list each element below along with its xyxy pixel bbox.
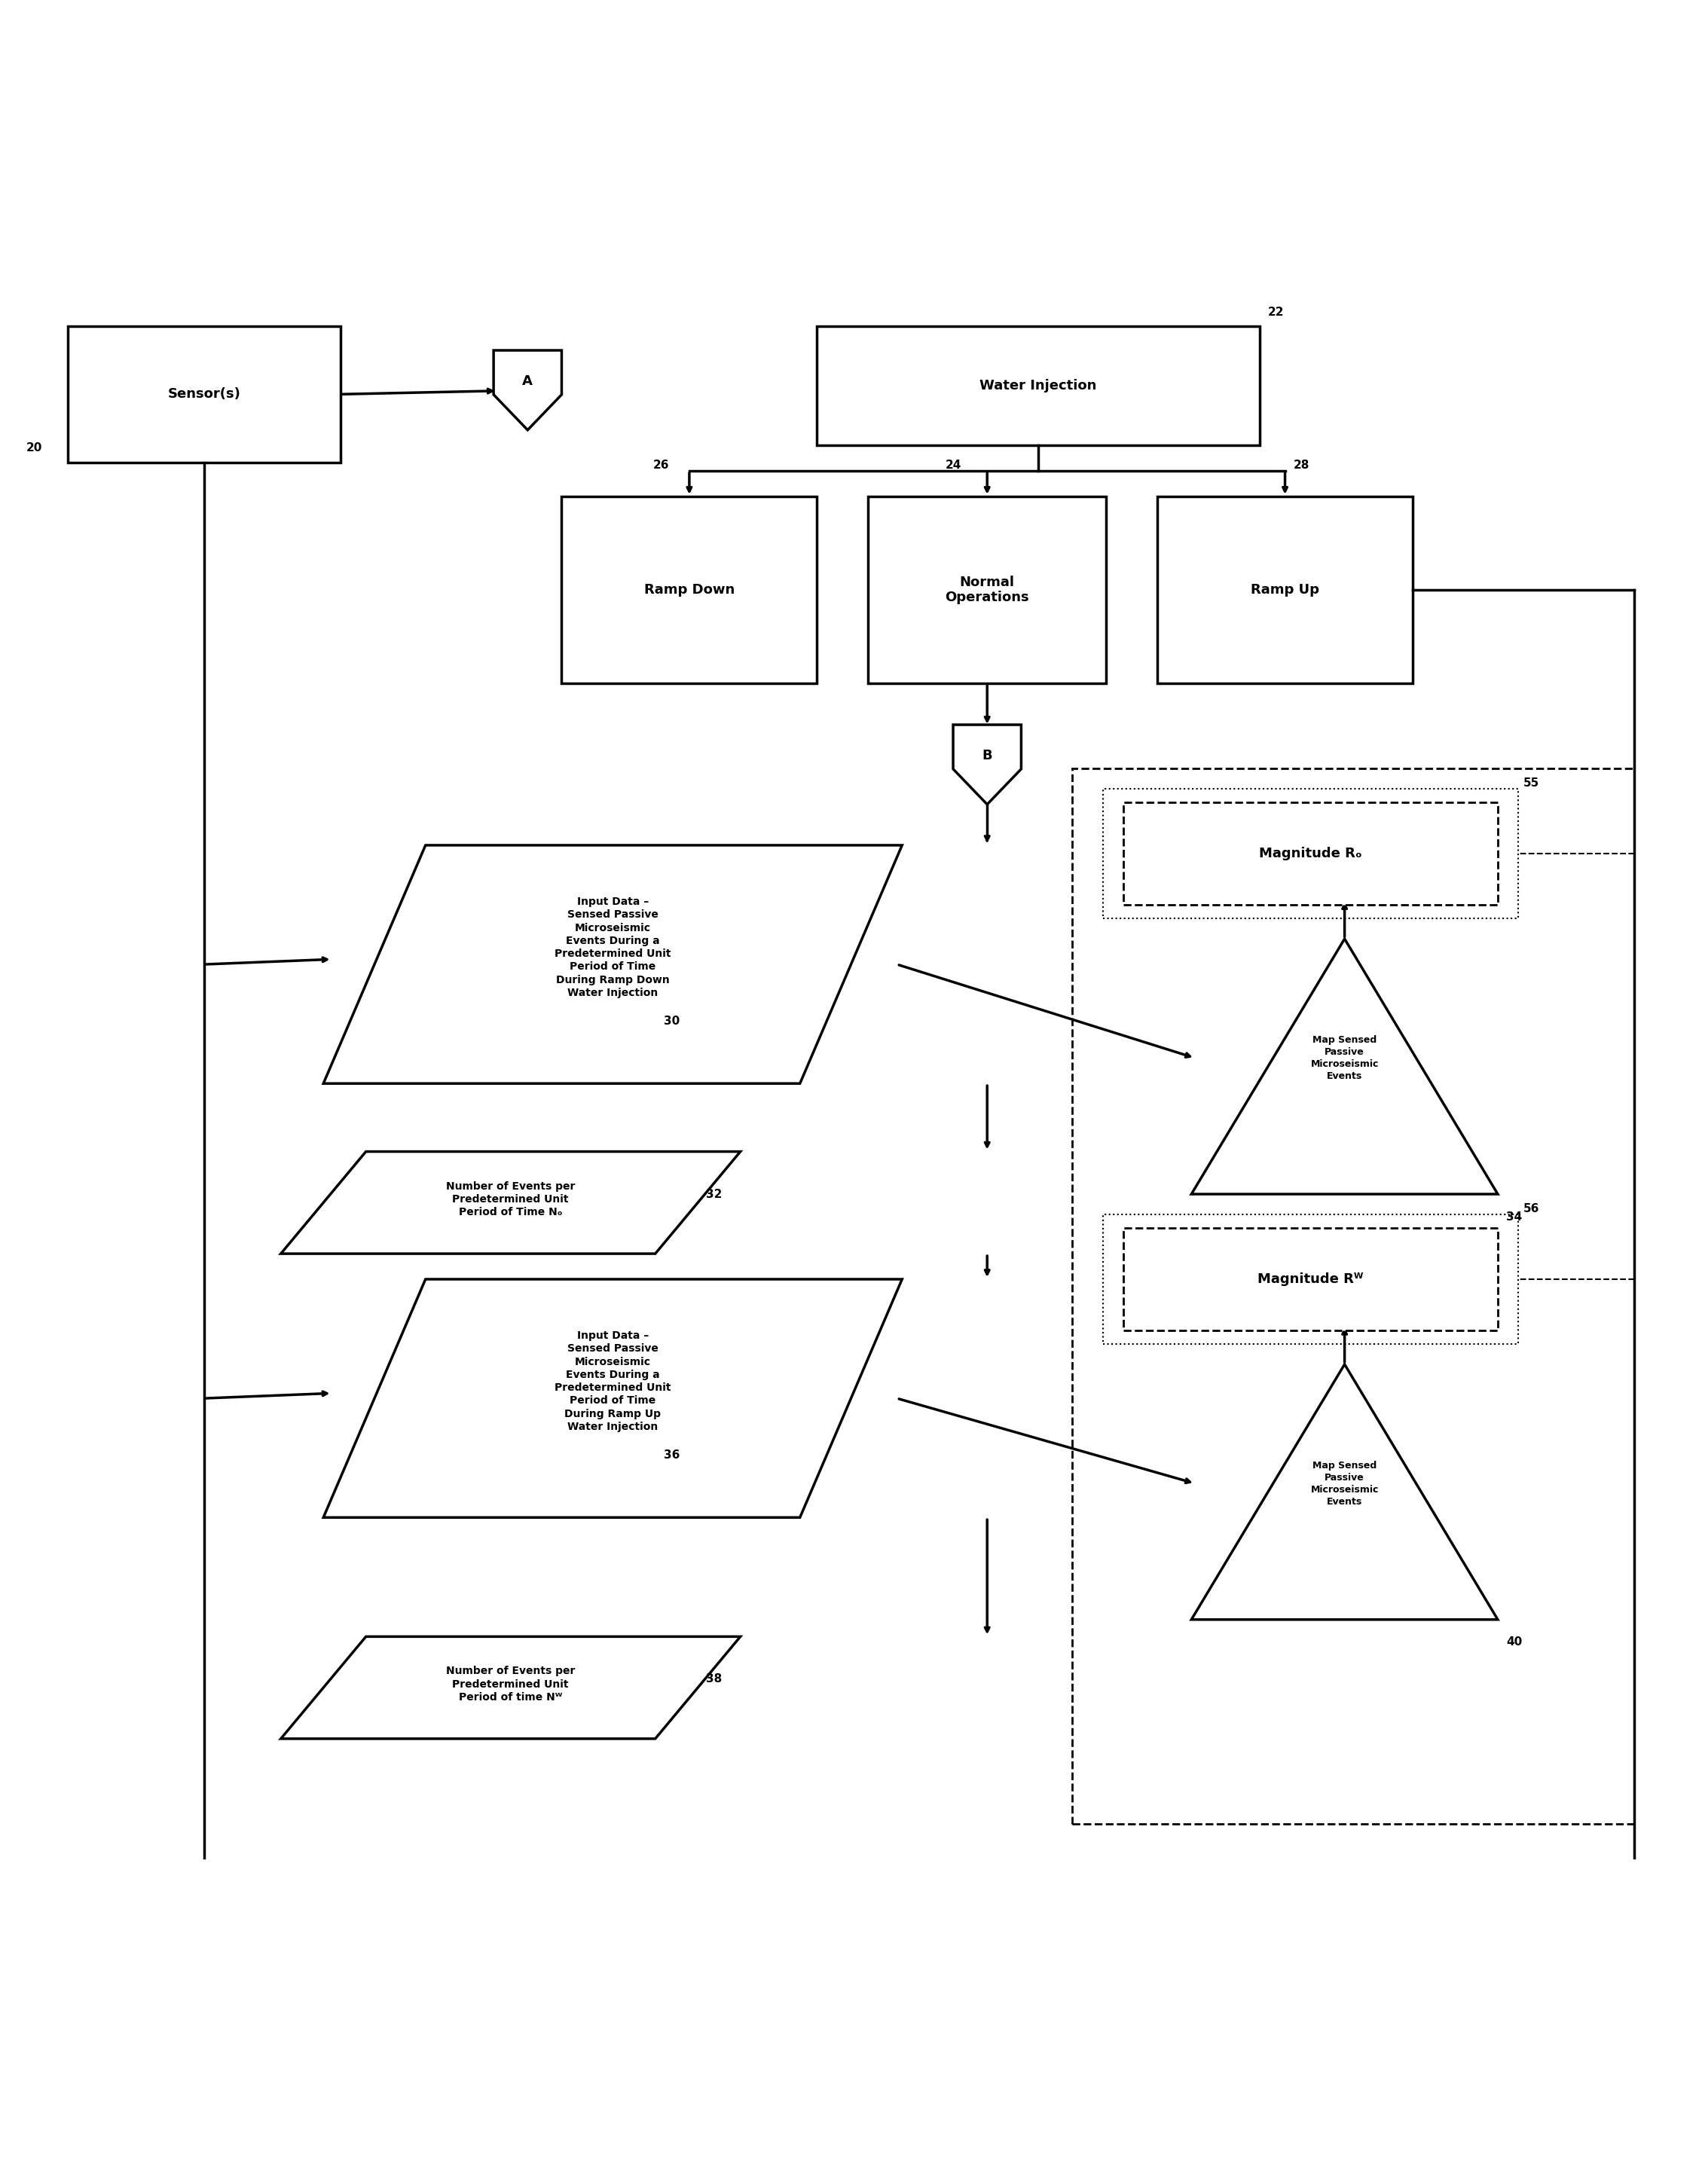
Text: Normal
Operations: Normal Operations	[945, 574, 1030, 605]
Text: Sensor(s): Sensor(s)	[168, 387, 240, 402]
Polygon shape	[953, 725, 1021, 804]
Text: A: A	[523, 373, 533, 389]
Text: 22: 22	[1268, 306, 1285, 317]
Text: 26: 26	[652, 459, 669, 472]
Text: 55: 55	[1523, 778, 1539, 788]
Text: B: B	[982, 749, 992, 762]
FancyBboxPatch shape	[817, 325, 1259, 446]
Text: 40: 40	[1506, 1636, 1522, 1649]
FancyBboxPatch shape	[868, 496, 1106, 684]
Text: 20: 20	[27, 443, 43, 454]
Polygon shape	[281, 1151, 740, 1254]
Text: 38: 38	[706, 1673, 722, 1684]
Text: 32: 32	[706, 1188, 722, 1199]
Polygon shape	[1191, 1365, 1498, 1621]
Text: Map Sensed
Passive
Microseismic
Events: Map Sensed Passive Microseismic Events	[1311, 1461, 1379, 1507]
Text: Magnitude Rᵂ: Magnitude Rᵂ	[1258, 1273, 1363, 1286]
Text: Ramp Up: Ramp Up	[1251, 583, 1319, 596]
Text: Map Sensed
Passive
Microseismic
Events: Map Sensed Passive Microseismic Events	[1311, 1035, 1379, 1081]
FancyBboxPatch shape	[1123, 804, 1498, 904]
Text: 24: 24	[946, 459, 962, 472]
Text: 56: 56	[1523, 1203, 1539, 1214]
FancyBboxPatch shape	[68, 325, 340, 463]
Text: Number of Events per
Predetermined Unit
Period of time Nᵂ: Number of Events per Predetermined Unit …	[446, 1666, 575, 1704]
Text: Input Data –
Sensed Passive
Microseismic
Events During a
Predetermined Unit
Peri: Input Data – Sensed Passive Microseismic…	[555, 895, 671, 998]
Text: Water Injection: Water Injection	[980, 380, 1096, 393]
Text: Number of Events per
Predetermined Unit
Period of Time Nₒ: Number of Events per Predetermined Unit …	[446, 1182, 575, 1216]
Text: 28: 28	[1294, 459, 1309, 472]
Text: Magnitude Rₒ: Magnitude Rₒ	[1259, 847, 1362, 860]
Polygon shape	[494, 349, 562, 430]
Text: 34: 34	[1506, 1212, 1522, 1223]
Text: 30: 30	[664, 1016, 679, 1026]
FancyBboxPatch shape	[1157, 496, 1413, 684]
Polygon shape	[323, 1280, 902, 1518]
Polygon shape	[323, 845, 902, 1083]
Polygon shape	[1191, 939, 1498, 1195]
FancyBboxPatch shape	[1123, 1227, 1498, 1330]
Polygon shape	[281, 1636, 740, 1738]
Text: 36: 36	[664, 1450, 679, 1461]
Text: Input Data –
Sensed Passive
Microseismic
Events During a
Predetermined Unit
Peri: Input Data – Sensed Passive Microseismic…	[555, 1330, 671, 1433]
FancyBboxPatch shape	[562, 496, 817, 684]
Text: Ramp Down: Ramp Down	[643, 583, 735, 596]
